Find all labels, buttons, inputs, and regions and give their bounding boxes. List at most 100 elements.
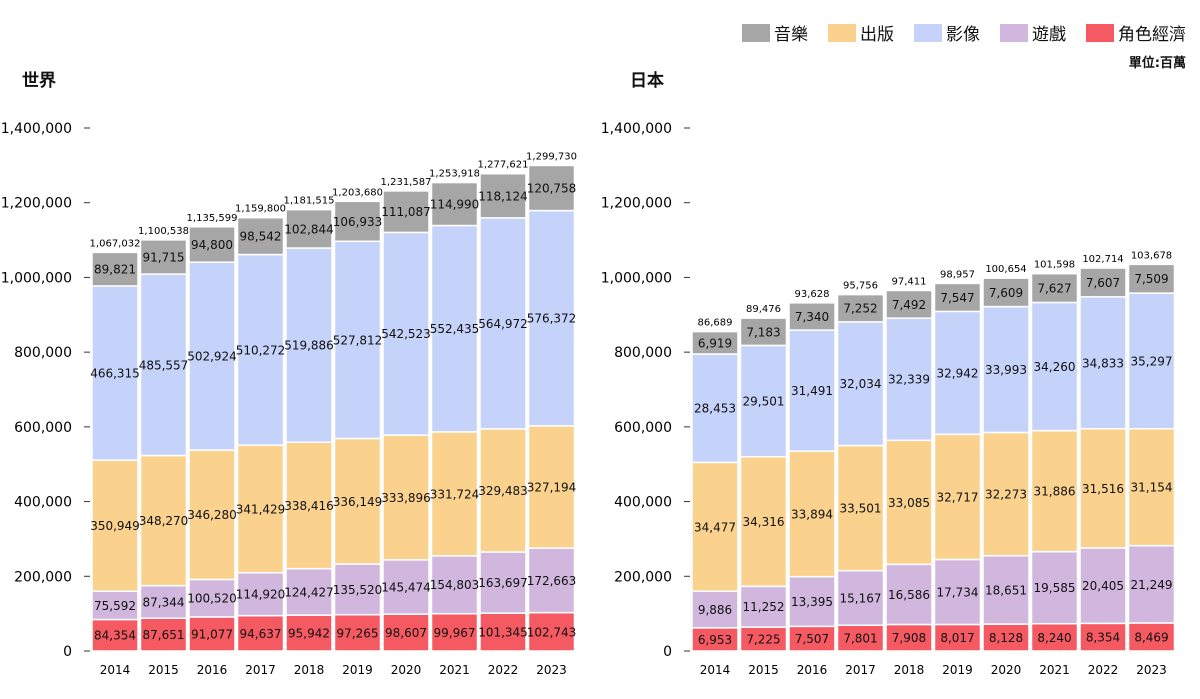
data-label: 8,128 (989, 631, 1023, 645)
y-tick-label: 600,000 (614, 420, 672, 436)
bar-segment (382, 434, 430, 561)
bar-segment (236, 614, 285, 652)
x-tick-label: 2017 (245, 663, 276, 677)
data-label: 32,034 (840, 377, 882, 391)
bar-segment (479, 217, 527, 430)
data-label: 34,260 (1034, 360, 1076, 374)
data-label: 6,953 (698, 633, 732, 647)
bar-segment (1127, 622, 1176, 652)
bar-segment (1030, 272, 1079, 304)
bar-segment (139, 454, 188, 587)
bar-segment (1127, 427, 1176, 547)
bar-segment (285, 247, 333, 444)
data-label: 7,252 (843, 302, 877, 316)
bar-segment (236, 253, 285, 446)
x-tick-label: 2022 (1088, 663, 1119, 677)
x-tick-label: 2020 (991, 663, 1022, 677)
legend-item: 影像 (914, 20, 980, 45)
y-tick-label: 200,000 (614, 569, 672, 585)
data-label: 7,507 (795, 632, 829, 646)
y-tick-label: 600,000 (14, 420, 72, 436)
bar-segment (430, 612, 479, 652)
data-label: 329,483 (478, 484, 528, 498)
x-tick-label: 2015 (148, 663, 179, 677)
bar-segment (1079, 622, 1127, 652)
data-label: 31,154 (1131, 481, 1173, 495)
data-label: 8,354 (1086, 631, 1120, 645)
bar-segment (479, 551, 527, 614)
data-label: 15,167 (840, 591, 882, 605)
bar-segment (739, 585, 788, 628)
data-label: 98,542 (240, 230, 282, 244)
bar-segment (1079, 267, 1127, 298)
x-tick-label: 2016 (797, 663, 828, 677)
bar-segment (1079, 547, 1127, 625)
data-label: 19,585 (1034, 581, 1076, 595)
bar-segment (933, 433, 982, 561)
bar-segment (836, 293, 885, 323)
total-label: 1,100,538 (138, 226, 189, 237)
data-label: 466,315 (90, 367, 140, 381)
japan-stacked-bar-chart: 0 200,000 400,000 600,000 800,000 1,000,000 1,… (601, 121, 1176, 677)
total-label: 1,159,800 (235, 204, 286, 215)
y-tick-label: 800,000 (614, 345, 672, 361)
data-label: 16,586 (888, 588, 930, 602)
bar-segment (982, 305, 1030, 434)
data-label: 118,124 (478, 189, 528, 203)
data-label: 106,933 (333, 215, 383, 229)
bar-segment (527, 209, 576, 427)
bar-segment (382, 559, 430, 615)
bar-segment (333, 240, 382, 440)
bar-segment (527, 547, 576, 614)
legend-item: 角色經濟 (1086, 20, 1186, 45)
data-label: 97,265 (337, 626, 379, 640)
total-label: 97,411 (892, 277, 927, 288)
bar-segment (430, 555, 479, 615)
data-label: 101,345 (478, 626, 528, 640)
unit-label: 單位:百萬 (1128, 56, 1186, 71)
bar-segment (139, 584, 188, 620)
legend-swatch (742, 23, 770, 42)
data-label: 519,886 (284, 339, 334, 353)
bar-segment (1079, 296, 1127, 430)
data-label: 576,372 (527, 312, 577, 326)
data-label: 350,949 (90, 519, 140, 533)
x-tick-label: 2014 (700, 663, 731, 677)
legend: 音樂 出版 影像 遊戲 角色經濟 (742, 20, 1186, 45)
data-label: 31,516 (1082, 482, 1124, 496)
bar-segment (1030, 429, 1079, 553)
data-label: 11,252 (743, 600, 785, 614)
data-label: 333,896 (381, 491, 431, 505)
bar-segment (691, 590, 739, 629)
bar-segment (527, 425, 576, 549)
data-label: 7,609 (989, 286, 1023, 300)
legend-swatch (914, 23, 942, 42)
bar-segment (739, 317, 788, 347)
bar-segment (382, 231, 430, 436)
total-label: 1,067,032 (90, 238, 141, 249)
data-label: 20,405 (1082, 579, 1124, 593)
bar-segment (285, 208, 333, 249)
bar-segment (885, 563, 933, 626)
data-label: 33,993 (985, 363, 1027, 377)
legend-label: 出版 (860, 25, 894, 45)
data-label: 7,801 (843, 632, 877, 646)
bar-segment (933, 282, 982, 313)
legend-label: 影像 (946, 25, 980, 45)
bar-segment (885, 439, 933, 566)
x-tick-label: 2021 (1039, 663, 1070, 677)
data-label: 124,427 (284, 585, 334, 599)
total-label: 98,957 (940, 269, 975, 280)
x-tick-label: 2020 (391, 663, 422, 677)
bar-segment (139, 617, 188, 652)
bar-segment (836, 444, 885, 572)
data-label: 7,225 (746, 633, 780, 647)
total-label: 93,628 (795, 289, 830, 300)
data-label: 114,920 (236, 588, 286, 602)
total-label: 89,476 (746, 304, 781, 315)
data-label: 32,273 (985, 488, 1027, 502)
bar-segment (430, 431, 479, 557)
bar-segment (836, 321, 885, 447)
data-label: 17,734 (937, 585, 979, 599)
data-label: 111,087 (381, 205, 431, 219)
